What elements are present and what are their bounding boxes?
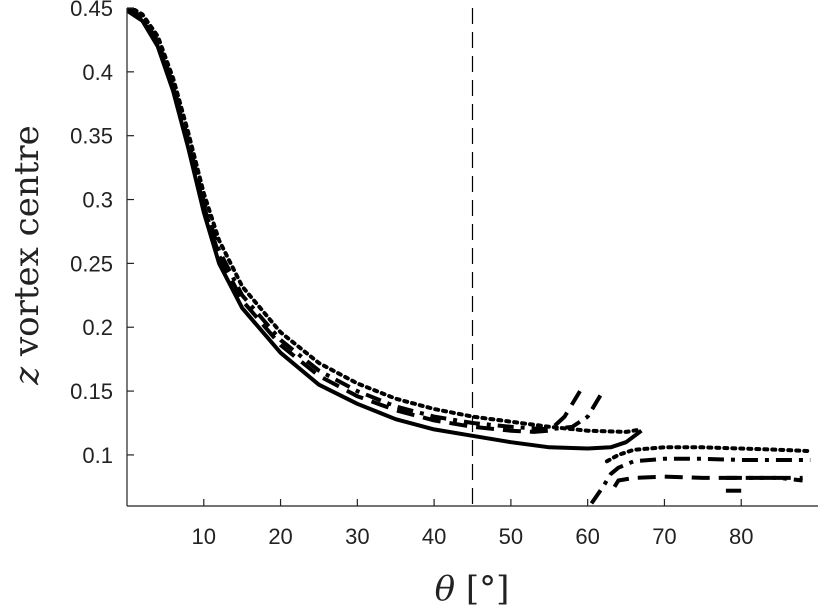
- series-line-dotted-8: [604, 445, 813, 464]
- series-line-dashed-1: [127, 8, 582, 434]
- axes-layer: [126, 8, 818, 507]
- series-line-dashdot-4: [127, 8, 605, 432]
- series-layer: [127, 8, 813, 505]
- y-axis-label: z vortex centre: [7, 125, 47, 386]
- x-tick-label: 50: [499, 524, 523, 549]
- series-line-solid-0: [127, 8, 643, 451]
- x-tick-label: 10: [192, 524, 216, 549]
- y-tick-label: 0.35: [70, 124, 113, 149]
- x-tick-label: 40: [422, 524, 446, 549]
- x-tick-label: 30: [345, 524, 369, 549]
- y-tick-label: 0.3: [82, 188, 113, 213]
- y-tick-label: 0.2: [82, 315, 113, 340]
- ticks-layer: 10 20 30 40 50 60 70 80 0.1 0.15 0.2 0.25 0.3 0.35 0.4…: [70, 0, 753, 549]
- x-axis-label: θ [°]: [435, 569, 510, 609]
- x-tick-label: 70: [652, 524, 676, 549]
- series-line-dashdot-6: [725, 475, 803, 483]
- y-tick-label: 0.25: [70, 251, 113, 276]
- y-tick-label: 0.4: [82, 60, 113, 85]
- series-line-dotted-7: [127, 8, 644, 434]
- y-tick-label: 0.15: [70, 379, 113, 404]
- x-tick-label: 20: [268, 524, 292, 549]
- series-line-dashdot-5: [589, 456, 811, 505]
- x-tick-label: 60: [575, 524, 599, 549]
- y-tick-label: 0.45: [70, 0, 113, 21]
- x-tick-label: 80: [729, 524, 753, 549]
- y-tick-label: 0.1: [82, 443, 113, 468]
